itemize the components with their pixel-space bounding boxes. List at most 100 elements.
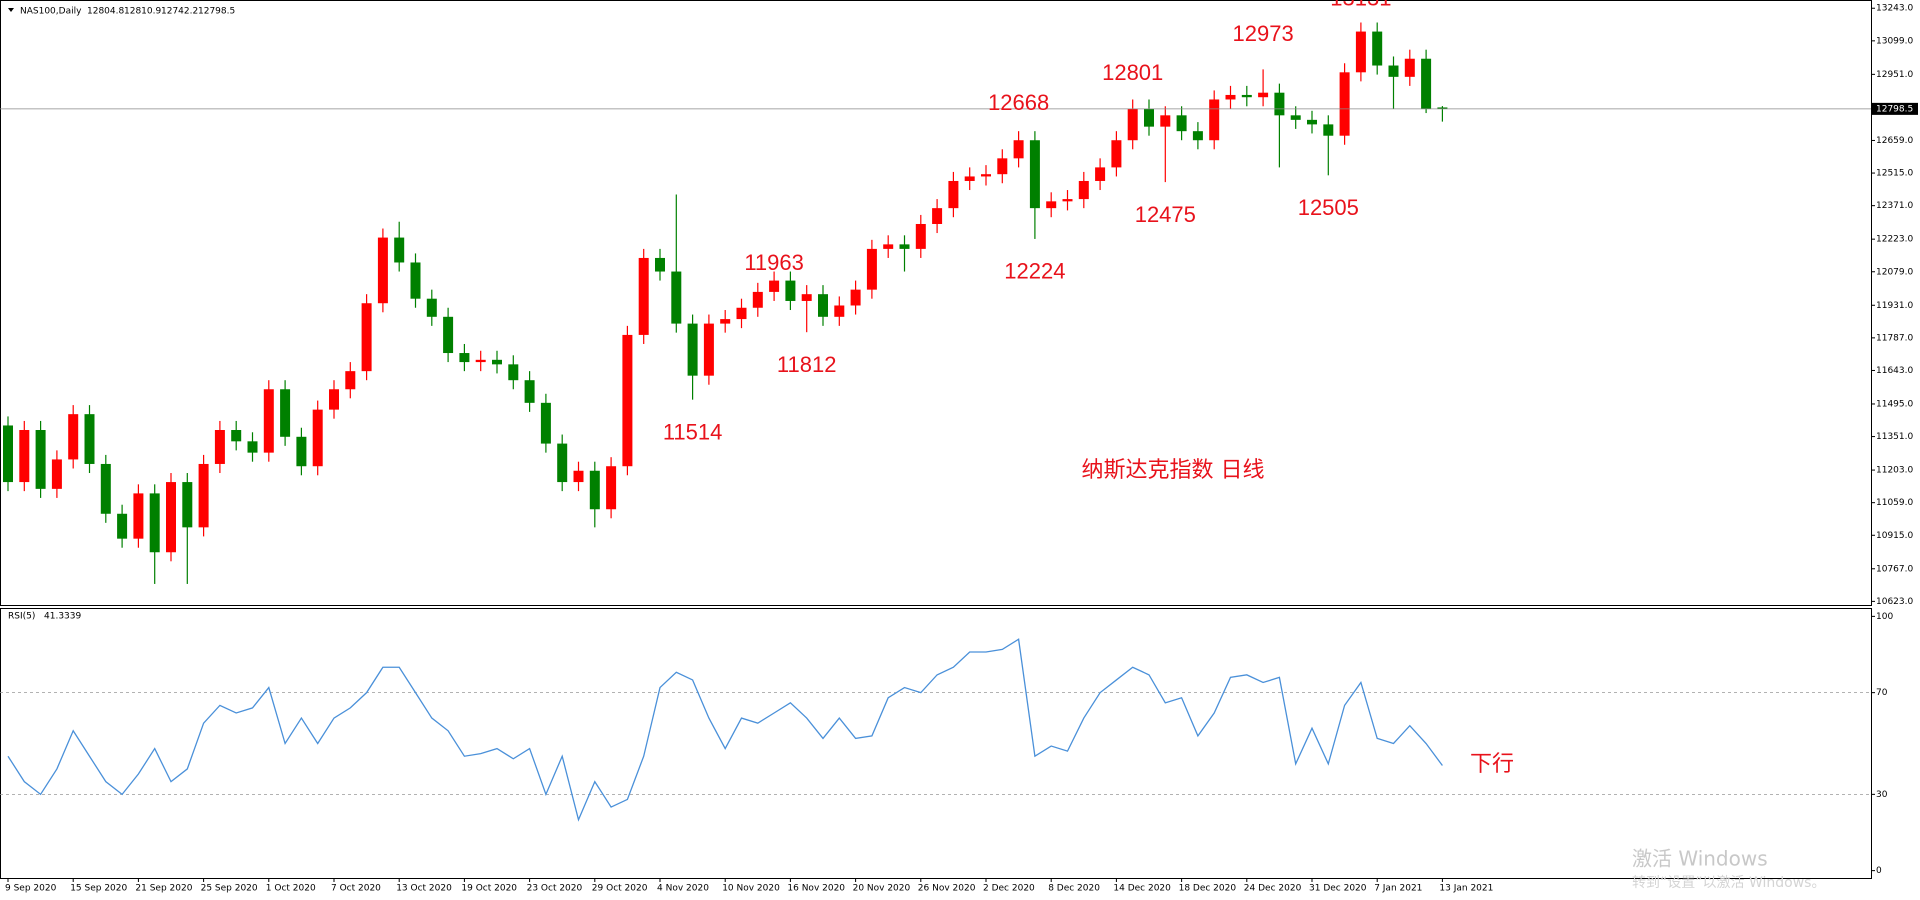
y-tick-label: 11643.0 — [1876, 366, 1913, 376]
candle-body — [1355, 31, 1366, 73]
candle-body — [589, 470, 600, 510]
candle-body — [394, 237, 405, 263]
y-tick-label: 11059.0 — [1876, 498, 1913, 508]
y-tick-label: 11787.0 — [1876, 333, 1913, 343]
chart-note: 纳斯达克指数 日线 — [1082, 458, 1265, 483]
candle-body — [1078, 180, 1089, 200]
candle-body — [818, 294, 828, 317]
candle-body — [475, 359, 486, 363]
watermark: 激活 Windows — [1632, 847, 1768, 871]
y-tick-label: 10767.0 — [1876, 564, 1913, 574]
candle-body — [263, 389, 274, 453]
candle-body — [752, 291, 763, 308]
y-tick-label: 12079.0 — [1876, 267, 1913, 277]
candle-body — [19, 430, 30, 483]
x-tick-label: 15 Sep 2020 — [70, 884, 127, 894]
candle-body — [1127, 108, 1138, 141]
x-tick-label: 21 Sep 2020 — [135, 884, 192, 894]
candle-body — [1372, 31, 1383, 66]
candle-body — [410, 262, 421, 299]
x-tick-label: 13 Oct 2020 — [396, 884, 452, 894]
candle-body — [426, 298, 437, 317]
rsi-title: RSI(5) — [8, 612, 35, 622]
x-tick-label: 18 Dec 2020 — [1179, 884, 1237, 894]
rsi-note: 下行 — [1470, 752, 1514, 777]
candle-body — [769, 280, 780, 292]
candle-body — [540, 402, 551, 444]
y-tick-label: 12515.0 — [1876, 169, 1913, 179]
price-box — [1872, 102, 1918, 115]
candle-body — [1274, 92, 1285, 116]
candle-body — [932, 208, 943, 224]
low-label: 12742.2 — [161, 7, 198, 17]
y-tick-label: 12223.0 — [1876, 235, 1913, 245]
x-tick-label: 7 Jan 2021 — [1374, 884, 1422, 894]
y-tick-label: 11495.0 — [1876, 399, 1913, 409]
y-tick-label: 30 — [1876, 790, 1888, 800]
x-tick-label: 24 Dec 2020 — [1244, 884, 1302, 894]
x-tick-label: 23 Oct 2020 — [527, 884, 583, 894]
candle-body — [964, 176, 975, 181]
close-label: 12798.5 — [198, 7, 235, 17]
y-tick-label: 11351.0 — [1876, 432, 1913, 442]
x-tick-label: 20 Nov 2020 — [853, 884, 911, 894]
watermark: 转到“设置”以激活 Windows。 — [1632, 874, 1825, 891]
candle-body — [35, 430, 46, 489]
candle-body — [1241, 94, 1252, 98]
candle-body — [573, 470, 584, 483]
candle-body — [1307, 119, 1317, 125]
candle-body — [655, 257, 665, 272]
candle-body — [1388, 65, 1399, 77]
candle-body — [84, 414, 95, 464]
y-tick-label: 70 — [1876, 688, 1888, 698]
candle-body — [1209, 99, 1220, 141]
candle-body — [247, 441, 258, 453]
candle-body — [1339, 72, 1350, 136]
candle-body — [1062, 199, 1073, 202]
candle-body — [133, 493, 144, 539]
symbol-label: NAS100,Daily — [20, 7, 82, 17]
candle-body — [492, 359, 502, 365]
y-tick-label: 11931.0 — [1876, 301, 1913, 311]
candle-body — [948, 180, 959, 209]
candle-body — [117, 513, 128, 539]
candle-body — [687, 323, 698, 376]
candle-body — [1095, 167, 1106, 181]
candle-body — [149, 493, 160, 553]
candle-body — [606, 466, 617, 510]
rsi-value: 41.3339 — [44, 612, 81, 622]
y-tick-label: 11203.0 — [1876, 466, 1913, 476]
x-tick-label: 2 Dec 2020 — [983, 884, 1035, 894]
price-label: 12798.5 — [1876, 104, 1913, 114]
high-label: 12810.9 — [124, 7, 161, 17]
candle-body — [866, 248, 877, 290]
candle-body — [508, 364, 519, 381]
swing-label: 12224 — [1004, 259, 1065, 284]
candle-body — [68, 414, 79, 460]
candle-body — [671, 271, 682, 324]
candle-body — [883, 244, 894, 249]
candle-body — [459, 353, 470, 363]
candle-body — [182, 482, 193, 528]
candle-body — [1404, 58, 1415, 77]
candle-body — [915, 223, 926, 249]
candle-body — [377, 237, 388, 304]
candle-body — [280, 389, 291, 437]
candle-body — [3, 425, 13, 483]
y-tick-label: 100 — [1876, 612, 1893, 622]
candle-body — [1029, 140, 1040, 209]
candle-body — [198, 463, 209, 528]
x-tick-label: 9 Sep 2020 — [5, 884, 57, 894]
candle-body — [1290, 115, 1301, 120]
swing-label: 11963 — [744, 250, 804, 275]
candle-body — [1437, 107, 1448, 109]
candle-body — [834, 305, 845, 317]
swing-label: 12973 — [1233, 21, 1294, 46]
candle-body — [312, 409, 323, 467]
x-tick-label: 8 Dec 2020 — [1048, 884, 1100, 894]
candle-body — [899, 244, 910, 249]
x-tick-label: 16 Nov 2020 — [787, 884, 845, 894]
candle-body — [100, 463, 111, 514]
candle-body — [1258, 92, 1269, 98]
swing-label: 11812 — [777, 352, 837, 377]
